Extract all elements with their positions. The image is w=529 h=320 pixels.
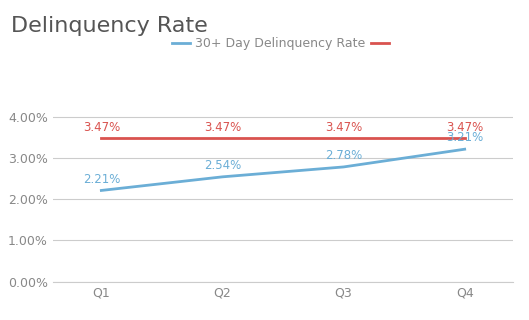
Text: 2.78%: 2.78% (325, 149, 362, 162)
Text: 2.21%: 2.21% (83, 172, 120, 186)
Text: 3.47%: 3.47% (325, 121, 362, 133)
Text: Delinquency Rate: Delinquency Rate (11, 16, 207, 36)
Text: 2.54%: 2.54% (204, 159, 241, 172)
Text: 3.47%: 3.47% (204, 121, 241, 133)
Text: 3.21%: 3.21% (446, 131, 484, 144)
Legend: 30+ Day Delinquency Rate, : 30+ Day Delinquency Rate, (167, 32, 399, 55)
Text: 3.47%: 3.47% (83, 121, 120, 133)
Text: 3.47%: 3.47% (446, 121, 484, 133)
